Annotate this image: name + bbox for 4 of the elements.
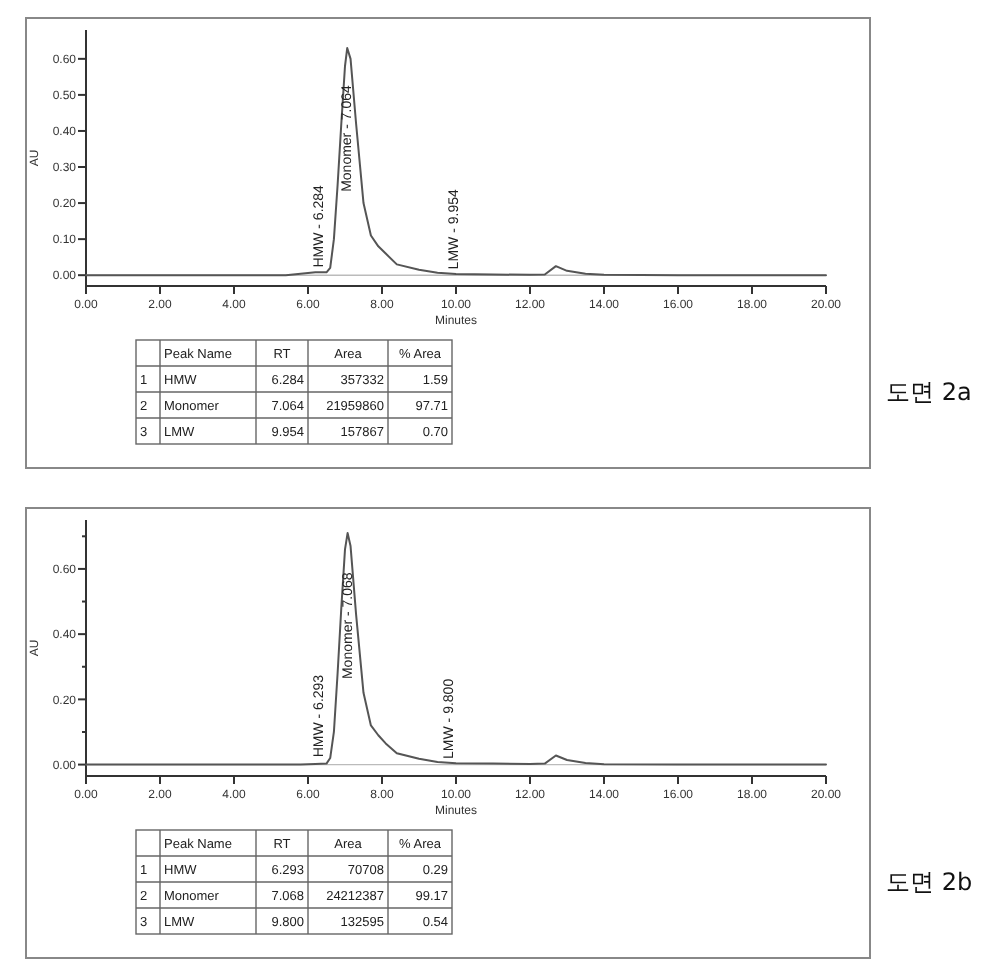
text: 도면 2a <box>886 378 972 406</box>
line-series <box>85 47 827 277</box>
line-series <box>85 532 827 766</box>
text: 도면 2b <box>886 868 973 896</box>
